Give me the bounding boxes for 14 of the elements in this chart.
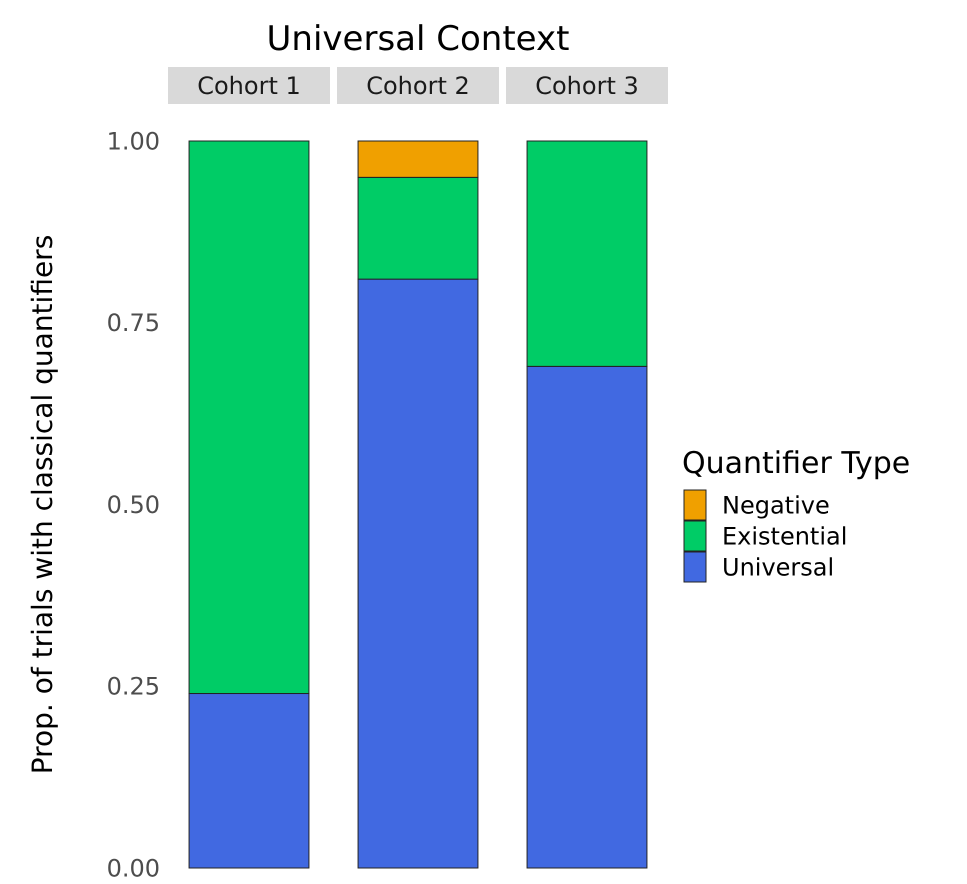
chart-title: Universal Context <box>266 19 570 59</box>
y-tick-label: 0.25 <box>106 672 160 701</box>
y-tick-label: 0.50 <box>106 490 160 519</box>
x-tick-label: Cohort 1 <box>197 72 301 100</box>
x-tick-label: Cohort 3 <box>535 72 639 100</box>
legend-label: Negative <box>722 491 830 520</box>
legend-label: Universal <box>722 553 834 582</box>
y-tick-label: 0.00 <box>106 854 160 882</box>
legend-title: Quantifier Type <box>682 446 910 481</box>
y-tick-label: 1.00 <box>106 127 160 156</box>
x-tick-label: Cohort 2 <box>366 72 470 100</box>
legend-label: Existential <box>722 522 848 550</box>
y-axis-title: Prop. of trials with classical quantifiers <box>26 234 59 774</box>
y-tick-label: 0.75 <box>106 309 160 338</box>
